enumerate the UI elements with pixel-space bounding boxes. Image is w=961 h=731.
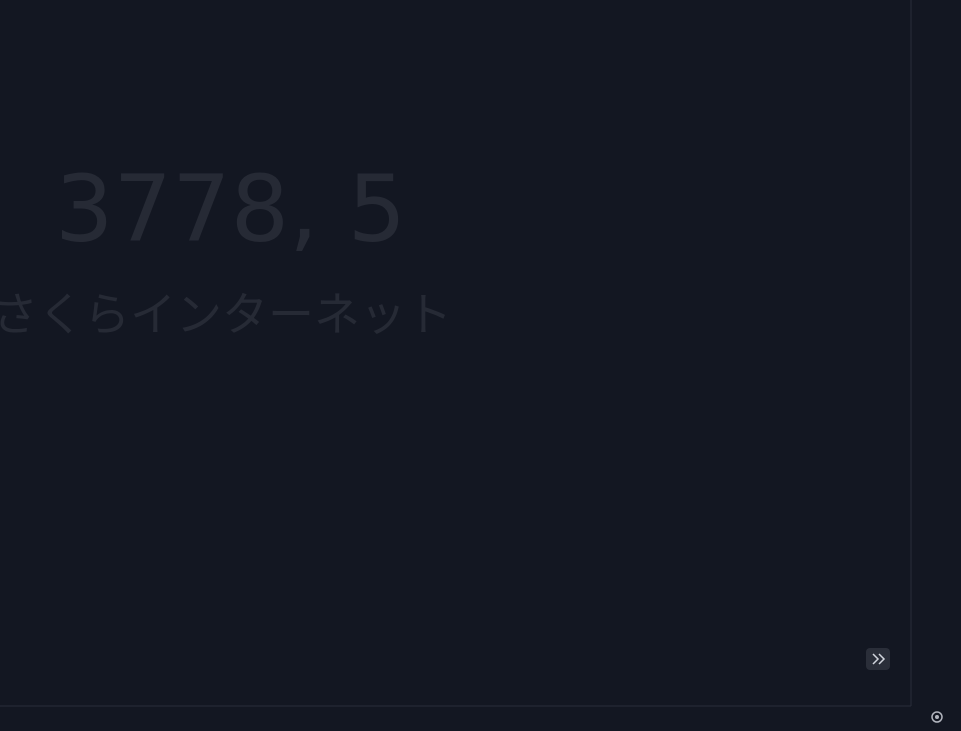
settings-button[interactable]: [931, 711, 943, 723]
settings-icon[interactable]: [931, 711, 943, 723]
time-axis: [0, 706, 961, 731]
scroll-button[interactable]: [866, 648, 890, 670]
watermark-symbol: 3778, 5: [55, 155, 406, 262]
watermark-name: さくらインターネット: [0, 288, 452, 342]
scroll-icon[interactable]: [872, 653, 886, 665]
settings-icon[interactable]: [935, 715, 939, 719]
price-axis: [911, 0, 961, 731]
